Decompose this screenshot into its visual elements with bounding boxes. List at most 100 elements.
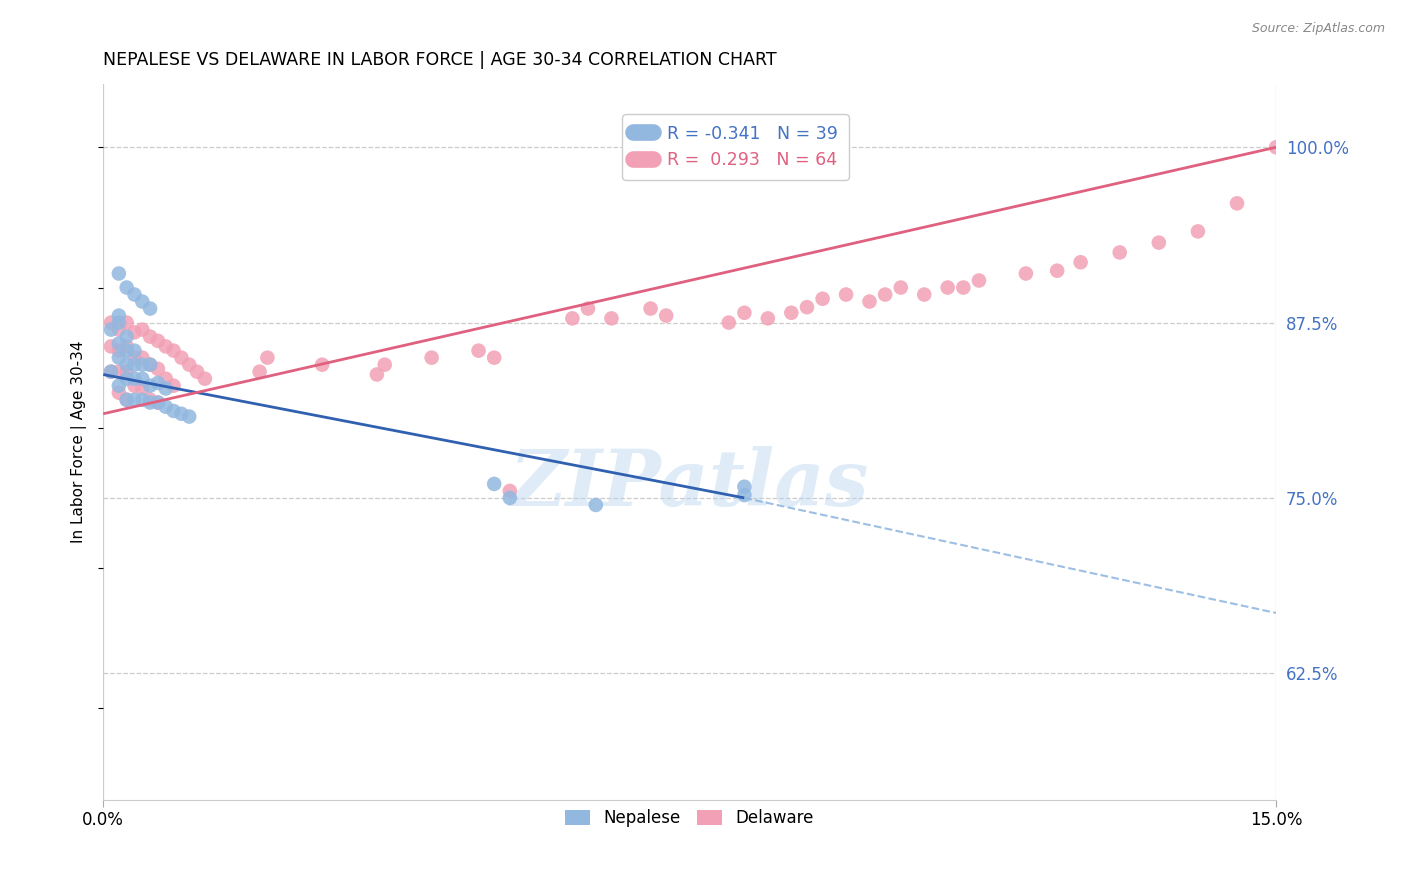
Point xyxy=(640,301,662,316)
Point xyxy=(170,351,193,365)
Point xyxy=(115,280,138,294)
Point xyxy=(420,351,443,365)
Point xyxy=(108,336,131,351)
Point xyxy=(108,267,131,281)
Point xyxy=(115,392,138,407)
Point xyxy=(108,351,131,365)
Point xyxy=(139,358,162,372)
Point xyxy=(155,400,177,414)
Point xyxy=(100,365,122,379)
Point xyxy=(139,329,162,343)
Text: ZIPatlas: ZIPatlas xyxy=(510,447,869,523)
Point xyxy=(162,343,184,358)
Point xyxy=(875,287,897,301)
Point xyxy=(499,483,522,498)
Point xyxy=(155,382,177,396)
Point xyxy=(108,365,131,379)
Point xyxy=(170,407,193,421)
Point xyxy=(482,476,505,491)
Point xyxy=(108,343,131,358)
Point xyxy=(162,378,184,392)
Point xyxy=(115,365,138,379)
Point xyxy=(108,378,131,392)
Point xyxy=(124,378,146,392)
Point xyxy=(115,343,138,358)
Point xyxy=(100,339,122,353)
Point xyxy=(1226,196,1249,211)
Point xyxy=(756,311,779,326)
Point xyxy=(139,358,162,372)
Point xyxy=(366,368,388,382)
Point xyxy=(585,498,607,512)
Point xyxy=(146,395,169,409)
Point xyxy=(780,306,803,320)
Point xyxy=(179,409,201,424)
Point xyxy=(912,287,935,301)
Point xyxy=(131,294,153,309)
Point xyxy=(100,316,122,330)
Point xyxy=(131,358,153,372)
Point xyxy=(100,323,122,337)
Point xyxy=(374,358,396,372)
Point xyxy=(139,392,162,407)
Point xyxy=(115,316,138,330)
Point xyxy=(733,306,755,320)
Point xyxy=(124,287,146,301)
Point xyxy=(162,404,184,418)
Point xyxy=(1265,140,1288,154)
Legend: Nepalese, Delaware: Nepalese, Delaware xyxy=(558,803,821,834)
Point xyxy=(124,343,146,358)
Point xyxy=(124,351,146,365)
Point xyxy=(733,488,755,502)
Point xyxy=(115,392,138,407)
Point xyxy=(115,372,138,386)
Point xyxy=(115,329,138,343)
Text: Source: ZipAtlas.com: Source: ZipAtlas.com xyxy=(1251,22,1385,36)
Point xyxy=(108,323,131,337)
Point xyxy=(115,358,138,372)
Point xyxy=(256,351,278,365)
Point xyxy=(1046,263,1069,277)
Point xyxy=(155,339,177,353)
Point xyxy=(146,395,169,409)
Point xyxy=(131,392,153,407)
Point xyxy=(155,372,177,386)
Point xyxy=(131,372,153,386)
Point xyxy=(796,300,818,314)
Point xyxy=(108,385,131,400)
Point xyxy=(108,309,131,323)
Text: NEPALESE VS DELAWARE IN LABOR FORCE | AGE 30-34 CORRELATION CHART: NEPALESE VS DELAWARE IN LABOR FORCE | AG… xyxy=(103,51,778,69)
Point xyxy=(733,480,755,494)
Point xyxy=(1070,255,1092,269)
Point xyxy=(600,311,623,326)
Point xyxy=(100,365,122,379)
Point xyxy=(1015,267,1038,281)
Point xyxy=(936,280,959,294)
Point xyxy=(146,334,169,348)
Point xyxy=(482,351,505,365)
Point xyxy=(1147,235,1170,250)
Point xyxy=(576,301,599,316)
Point xyxy=(717,316,740,330)
Point xyxy=(124,358,146,372)
Point xyxy=(139,301,162,316)
Point xyxy=(131,351,153,365)
Point xyxy=(655,309,678,323)
Point xyxy=(139,378,162,392)
Point xyxy=(124,372,146,386)
Point xyxy=(835,287,858,301)
Point xyxy=(179,358,201,372)
Point xyxy=(139,395,162,409)
Point xyxy=(186,365,208,379)
Point xyxy=(311,358,333,372)
Point xyxy=(124,392,146,407)
Point xyxy=(115,339,138,353)
Point xyxy=(146,376,169,390)
Point xyxy=(146,362,169,376)
Point xyxy=(890,280,912,294)
Point xyxy=(811,292,834,306)
Y-axis label: In Labor Force | Age 30-34: In Labor Force | Age 30-34 xyxy=(72,341,87,543)
Point xyxy=(467,343,489,358)
Point xyxy=(108,316,131,330)
Point xyxy=(124,326,146,340)
